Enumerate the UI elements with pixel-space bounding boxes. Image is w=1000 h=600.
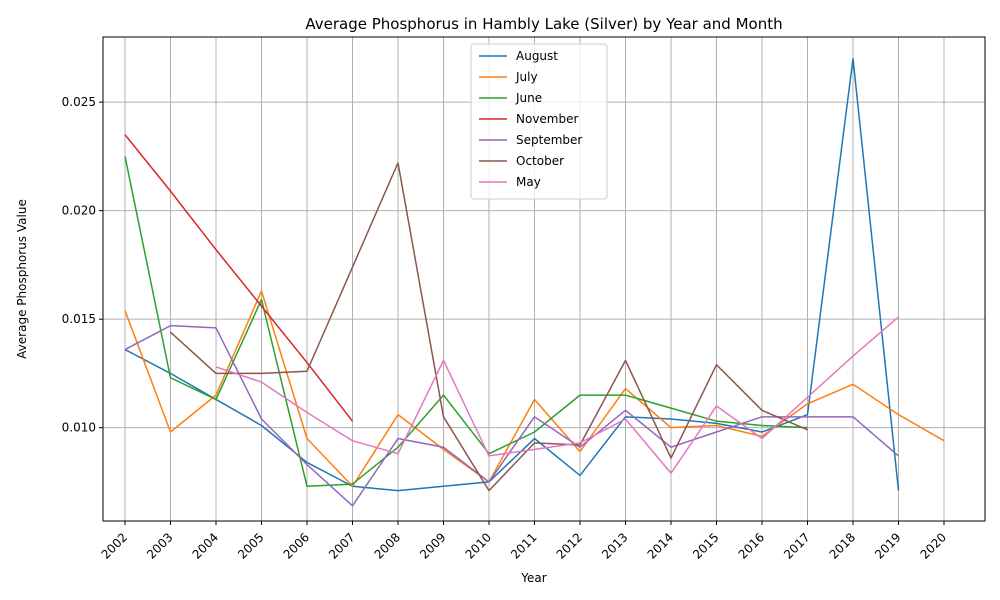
y-axis-ticks: 0.010 0.015 0.020 0.025 <box>62 95 103 435</box>
legend-entry: May <box>516 175 541 189</box>
legend-entry: October <box>516 154 564 168</box>
legend-entry: July <box>515 70 538 84</box>
legend: August July June November September October Ma… <box>470 43 608 200</box>
series-line-november <box>124 134 354 422</box>
series-line-august <box>124 57 900 492</box>
y-tick-label: 0.020 <box>62 204 96 218</box>
legend-entry: June <box>515 91 542 105</box>
y-tick-label: 0.010 <box>62 421 96 435</box>
plot-frame <box>102 36 986 522</box>
series-lines <box>124 57 945 507</box>
legend-entry: September <box>516 133 582 147</box>
x-axis-label: Year <box>520 571 546 585</box>
series-line-july <box>124 290 945 488</box>
series-line-october <box>169 162 808 492</box>
series-line-september <box>124 324 899 507</box>
y-tick-label: 0.025 <box>62 95 96 109</box>
y-axis-label: Average Phosphorus Value <box>15 199 29 359</box>
chart-title: Average Phosphorus in Hambly Lake (Silve… <box>305 15 782 33</box>
series-line-june <box>124 156 808 488</box>
y-tick-label: 0.015 <box>62 312 96 326</box>
legend-entry: November <box>516 112 578 126</box>
legend-entry: August <box>516 49 558 63</box>
series-line-may <box>215 316 899 474</box>
